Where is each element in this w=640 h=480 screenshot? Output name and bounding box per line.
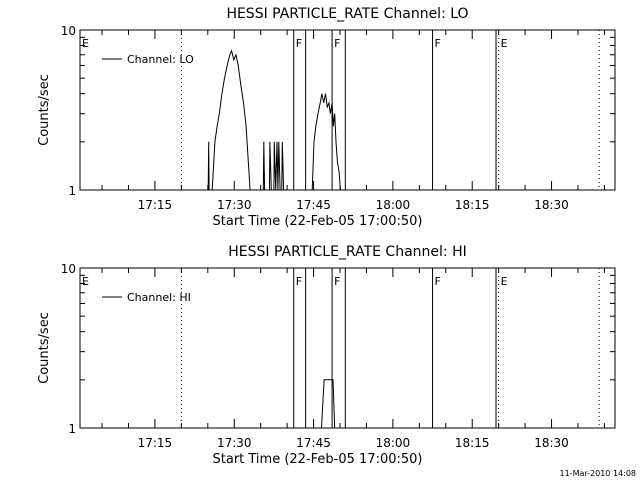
- event-label: E: [82, 275, 89, 288]
- footer-timestamp: 11-Mar-2010 14:08: [560, 469, 637, 478]
- event-label: F: [435, 37, 441, 50]
- x-tick-label: 17:15: [138, 436, 173, 450]
- event-label: F: [435, 275, 441, 288]
- event-label: E: [501, 37, 508, 50]
- series-line: [262, 141, 266, 191]
- chart-title: HESSI PARTICLE_RATE Channel: HI: [228, 244, 466, 260]
- event-label: E: [501, 275, 508, 288]
- x-tick-label: 18:15: [455, 436, 490, 450]
- series-line: [311, 93, 341, 191]
- x-tick-label: 17:30: [217, 198, 252, 212]
- x-tick-label: 18:30: [534, 198, 569, 212]
- legend-label: Channel: LO: [127, 53, 194, 66]
- y-tick-label: 1: [68, 184, 76, 198]
- x-tick-label: 18:15: [455, 198, 490, 212]
- x-tick-label: 18:00: [376, 436, 411, 450]
- x-tick-label: 17:45: [296, 436, 331, 450]
- series-line: [207, 141, 210, 191]
- series-line: [269, 141, 272, 191]
- panel-hi: HESSI PARTICLE_RATE Channel: HI 1 10 Counts…: [37, 244, 616, 467]
- event-label: F: [334, 275, 340, 288]
- y-tick-label: 10: [61, 24, 76, 38]
- series-line: [273, 141, 281, 191]
- x-tick-label: 17:45: [296, 198, 331, 212]
- x-axis-label: Start Time (22-Feb-05 17:00:50): [213, 214, 423, 229]
- x-tick-label: 17:15: [138, 198, 173, 212]
- y-tick-label: 10: [61, 262, 76, 276]
- event-label: F: [296, 275, 302, 288]
- x-axis-label: Start Time (22-Feb-05 17:00:50): [213, 452, 423, 467]
- event-label: F: [334, 37, 340, 50]
- panel-lo: HESSI PARTICLE_RATE Channel: LO 1 10 Counts…: [37, 6, 616, 229]
- y-axis-label: Counts/sec: [37, 312, 52, 384]
- series-line: [211, 49, 251, 191]
- x-tick-label: 18:30: [534, 436, 569, 450]
- event-label: F: [296, 37, 302, 50]
- y-axis-label: Counts/sec: [37, 74, 52, 146]
- series-line: [281, 141, 285, 191]
- series-line: [321, 379, 336, 429]
- x-tick-label: 17:30: [217, 436, 252, 450]
- event-label: E: [82, 37, 89, 50]
- y-tick-label: 1: [68, 422, 76, 436]
- x-tick-label: 18:00: [376, 198, 411, 212]
- chart-title: HESSI PARTICLE_RATE Channel: LO: [226, 6, 468, 22]
- legend-label: Channel: HI: [127, 291, 191, 304]
